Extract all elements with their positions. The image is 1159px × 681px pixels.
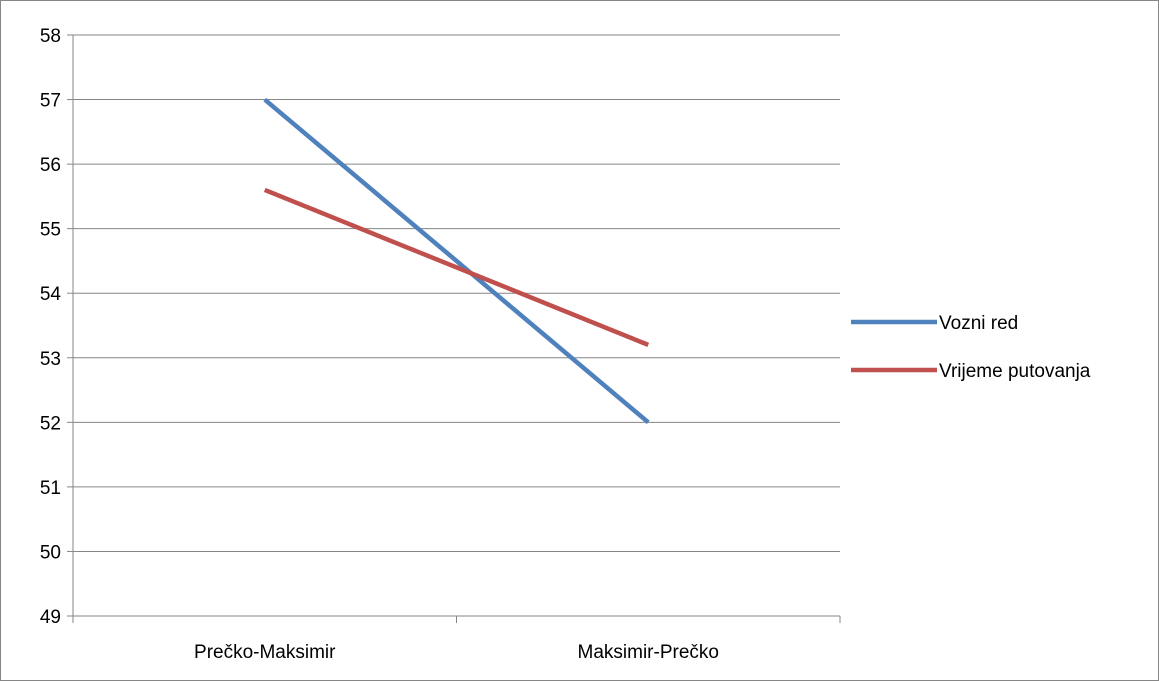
- y-tick-label: 49: [40, 607, 61, 628]
- y-tick-label: 55: [40, 220, 61, 241]
- y-tick-label: 54: [40, 284, 62, 305]
- gridlines: [73, 34, 840, 552]
- y-tick-label: 57: [40, 91, 61, 112]
- x-tick-label: Prečko-Maksimir: [194, 642, 336, 663]
- legend: Vozni red Vrijeme putovanja: [851, 313, 1091, 382]
- series-line-1: [263, 187, 650, 347]
- y-tick-label: 53: [40, 349, 61, 370]
- y-tick-labels: 49 50 51 52 53 54 55 56 57 58: [40, 26, 62, 628]
- y-tick-label: 51: [40, 478, 61, 499]
- legend-label: Vrijeme putovanja: [939, 361, 1091, 382]
- x-tick-labels: Prečko-Maksimir Maksimir-Prečko: [194, 642, 719, 663]
- legend-label: Vozni red: [939, 313, 1018, 334]
- x-tick-label: Maksimir-Prečko: [578, 642, 719, 663]
- series-lines: [263, 97, 650, 425]
- axes: [67, 34, 841, 623]
- y-tick-label: 50: [40, 542, 61, 563]
- y-tick-label: 52: [40, 413, 61, 434]
- y-tick-label: 58: [40, 26, 61, 47]
- y-tick-label: 56: [40, 155, 61, 176]
- series-line-0: [263, 97, 650, 425]
